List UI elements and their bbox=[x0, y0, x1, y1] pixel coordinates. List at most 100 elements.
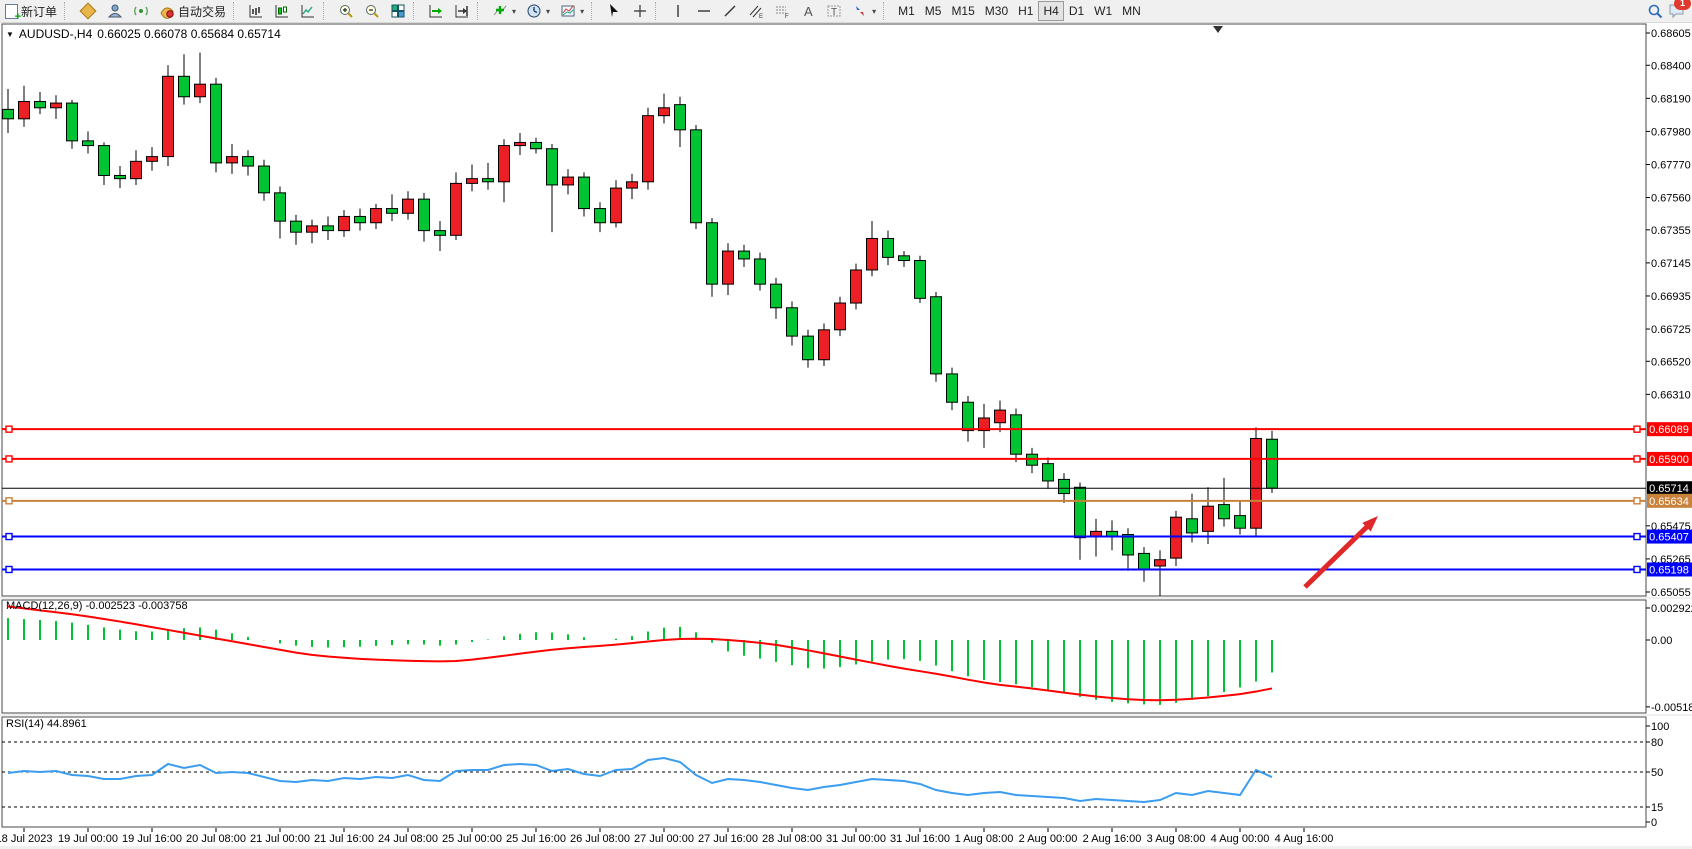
zoom-in-button[interactable] bbox=[333, 1, 359, 21]
svg-text:26 Jul 08:00: 26 Jul 08:00 bbox=[570, 833, 630, 845]
tile-windows-icon bbox=[390, 3, 406, 19]
symbol-period: AUDUSD-,H4 bbox=[18, 27, 93, 41]
dropdown-caret: ▾ bbox=[580, 6, 585, 16]
zoom-in-icon bbox=[338, 3, 354, 19]
timeframe-m15[interactable]: M15 bbox=[946, 1, 979, 21]
svg-text:0.66089: 0.66089 bbox=[1649, 424, 1689, 436]
cursor-tool-button[interactable] bbox=[601, 1, 627, 21]
notifications-chat-button[interactable]: 1 bbox=[1668, 0, 1691, 21]
auto-trading-button[interactable]: 自动交易 bbox=[154, 1, 231, 21]
fibonacci-tool[interactable]: F bbox=[769, 1, 795, 21]
svg-text:80: 80 bbox=[1651, 737, 1663, 749]
vertical-line-tool[interactable] bbox=[665, 1, 691, 21]
crosshair-tool-button[interactable] bbox=[627, 1, 653, 21]
crosshair-icon bbox=[632, 3, 648, 19]
svg-text:0.67980: 0.67980 bbox=[1651, 126, 1691, 138]
symbol-dropdown-icon[interactable]: ▼ bbox=[6, 29, 14, 39]
svg-text:0.66935: 0.66935 bbox=[1651, 291, 1691, 303]
svg-text:4 Aug 16:00: 4 Aug 16:00 bbox=[1275, 833, 1334, 845]
macd-indicator-label: MACD(12,26,9) -0.002523 -0.003758 bbox=[6, 600, 188, 612]
clock-icon bbox=[526, 3, 542, 19]
svg-text:0.65634: 0.65634 bbox=[1649, 496, 1689, 508]
svg-text:F: F bbox=[785, 14, 789, 19]
arrows-shapes-icon bbox=[852, 3, 868, 19]
channel-tool[interactable]: E bbox=[743, 1, 769, 21]
chart-shift-button[interactable] bbox=[449, 1, 475, 21]
toolbar-separator bbox=[591, 2, 599, 20]
periods-button[interactable]: ▾ bbox=[521, 1, 555, 21]
line-chart-icon bbox=[300, 3, 316, 19]
signals-button[interactable] bbox=[128, 1, 154, 21]
text-label-tool[interactable]: T bbox=[821, 1, 847, 21]
svg-text:0.68190: 0.68190 bbox=[1651, 93, 1691, 105]
svg-text:19 Jul 16:00: 19 Jul 16:00 bbox=[122, 833, 182, 845]
svg-text:0.65055: 0.65055 bbox=[1651, 587, 1691, 599]
timeframe-m5[interactable]: M5 bbox=[920, 1, 947, 21]
svg-text:0.68400: 0.68400 bbox=[1651, 60, 1691, 72]
trendline-tool[interactable] bbox=[717, 1, 743, 21]
timeframe-w1[interactable]: W1 bbox=[1089, 1, 1117, 21]
trendline-icon bbox=[722, 3, 738, 19]
new-order-label: 新订单 bbox=[21, 4, 58, 19]
dropdown-caret: ▾ bbox=[546, 6, 551, 16]
svg-text:27 Jul 16:00: 27 Jul 16:00 bbox=[698, 833, 758, 845]
svg-text:18 Jul 2023: 18 Jul 2023 bbox=[0, 833, 52, 845]
search-icon[interactable] bbox=[1646, 3, 1663, 19]
notification-badge: 1 bbox=[1674, 0, 1691, 10]
time-axis[interactable] bbox=[2, 828, 1646, 846]
zoom-out-icon bbox=[364, 3, 380, 19]
timeframe-h1[interactable]: H1 bbox=[1013, 1, 1038, 21]
profile-icon bbox=[107, 3, 123, 19]
timeframe-m30[interactable]: M30 bbox=[980, 1, 1013, 21]
symbol-title[interactable]: ▼ AUDUSD-,H4 0.66025 0.66078 0.65684 0.6… bbox=[6, 27, 281, 41]
svg-text:100: 100 bbox=[1651, 721, 1669, 733]
market-button[interactable] bbox=[74, 1, 102, 21]
svg-text:0.65198: 0.65198 bbox=[1649, 564, 1689, 576]
timeframe-h4[interactable]: H4 bbox=[1038, 1, 1064, 21]
svg-text:E: E bbox=[759, 14, 763, 19]
candlestick-chart-icon bbox=[274, 3, 290, 19]
tile-windows-button[interactable] bbox=[385, 1, 411, 21]
templates-icon bbox=[560, 3, 576, 19]
line-chart-button[interactable] bbox=[295, 1, 321, 21]
candlestick-chart-button[interactable] bbox=[269, 1, 295, 21]
svg-text:0.002922: 0.002922 bbox=[1651, 603, 1692, 615]
auto-scroll-icon bbox=[428, 3, 444, 19]
svg-text:28 Jul 08:00: 28 Jul 08:00 bbox=[762, 833, 822, 845]
auto-scroll-button[interactable] bbox=[423, 1, 449, 21]
text-label-icon: T bbox=[826, 3, 842, 19]
market-icon bbox=[79, 2, 97, 20]
horizontal-line-icon bbox=[696, 3, 712, 19]
svg-text:31 Jul 16:00: 31 Jul 16:00 bbox=[890, 833, 950, 845]
arrows-tool[interactable]: ▾ bbox=[847, 1, 881, 21]
timeframe-d1[interactable]: D1 bbox=[1064, 1, 1089, 21]
zoom-out-button[interactable] bbox=[359, 1, 385, 21]
indicators-button[interactable]: ▾ bbox=[487, 1, 521, 21]
horizontal-line-tool[interactable] bbox=[691, 1, 717, 21]
svg-text:50: 50 bbox=[1651, 767, 1663, 779]
toolbar: 新订单 自动交易 ▾ ▾ ▾ E F A T ▾ bbox=[0, 0, 1692, 23]
svg-text:0: 0 bbox=[1651, 817, 1657, 829]
svg-text:1 Aug 08:00: 1 Aug 08:00 bbox=[955, 833, 1014, 845]
svg-text:0.00: 0.00 bbox=[1651, 635, 1672, 647]
community-button[interactable] bbox=[102, 1, 128, 21]
macd-main-value: -0.002523 bbox=[85, 600, 136, 612]
toolbar-separator bbox=[323, 2, 331, 20]
svg-text:0.66725: 0.66725 bbox=[1651, 324, 1691, 336]
price-axis[interactable] bbox=[1646, 24, 1692, 827]
new-order-button[interactable]: 新订单 bbox=[0, 1, 62, 23]
svg-text:15: 15 bbox=[1651, 802, 1663, 814]
text-tool[interactable]: A bbox=[795, 1, 821, 21]
chart-shift-icon bbox=[454, 3, 470, 19]
bar-chart-button[interactable] bbox=[243, 1, 269, 21]
timeframe-mn[interactable]: MN bbox=[1117, 1, 1146, 21]
svg-text:24 Jul 08:00: 24 Jul 08:00 bbox=[378, 833, 438, 845]
channel-icon: E bbox=[748, 3, 764, 19]
toolbar-separator bbox=[233, 2, 241, 20]
svg-text:21 Jul 16:00: 21 Jul 16:00 bbox=[314, 833, 374, 845]
svg-text:31 Jul 00:00: 31 Jul 00:00 bbox=[826, 833, 886, 845]
templates-button[interactable]: ▾ bbox=[555, 1, 589, 21]
timeframe-m1[interactable]: M1 bbox=[893, 1, 920, 21]
macd-signal-value: -0.003758 bbox=[138, 600, 188, 612]
